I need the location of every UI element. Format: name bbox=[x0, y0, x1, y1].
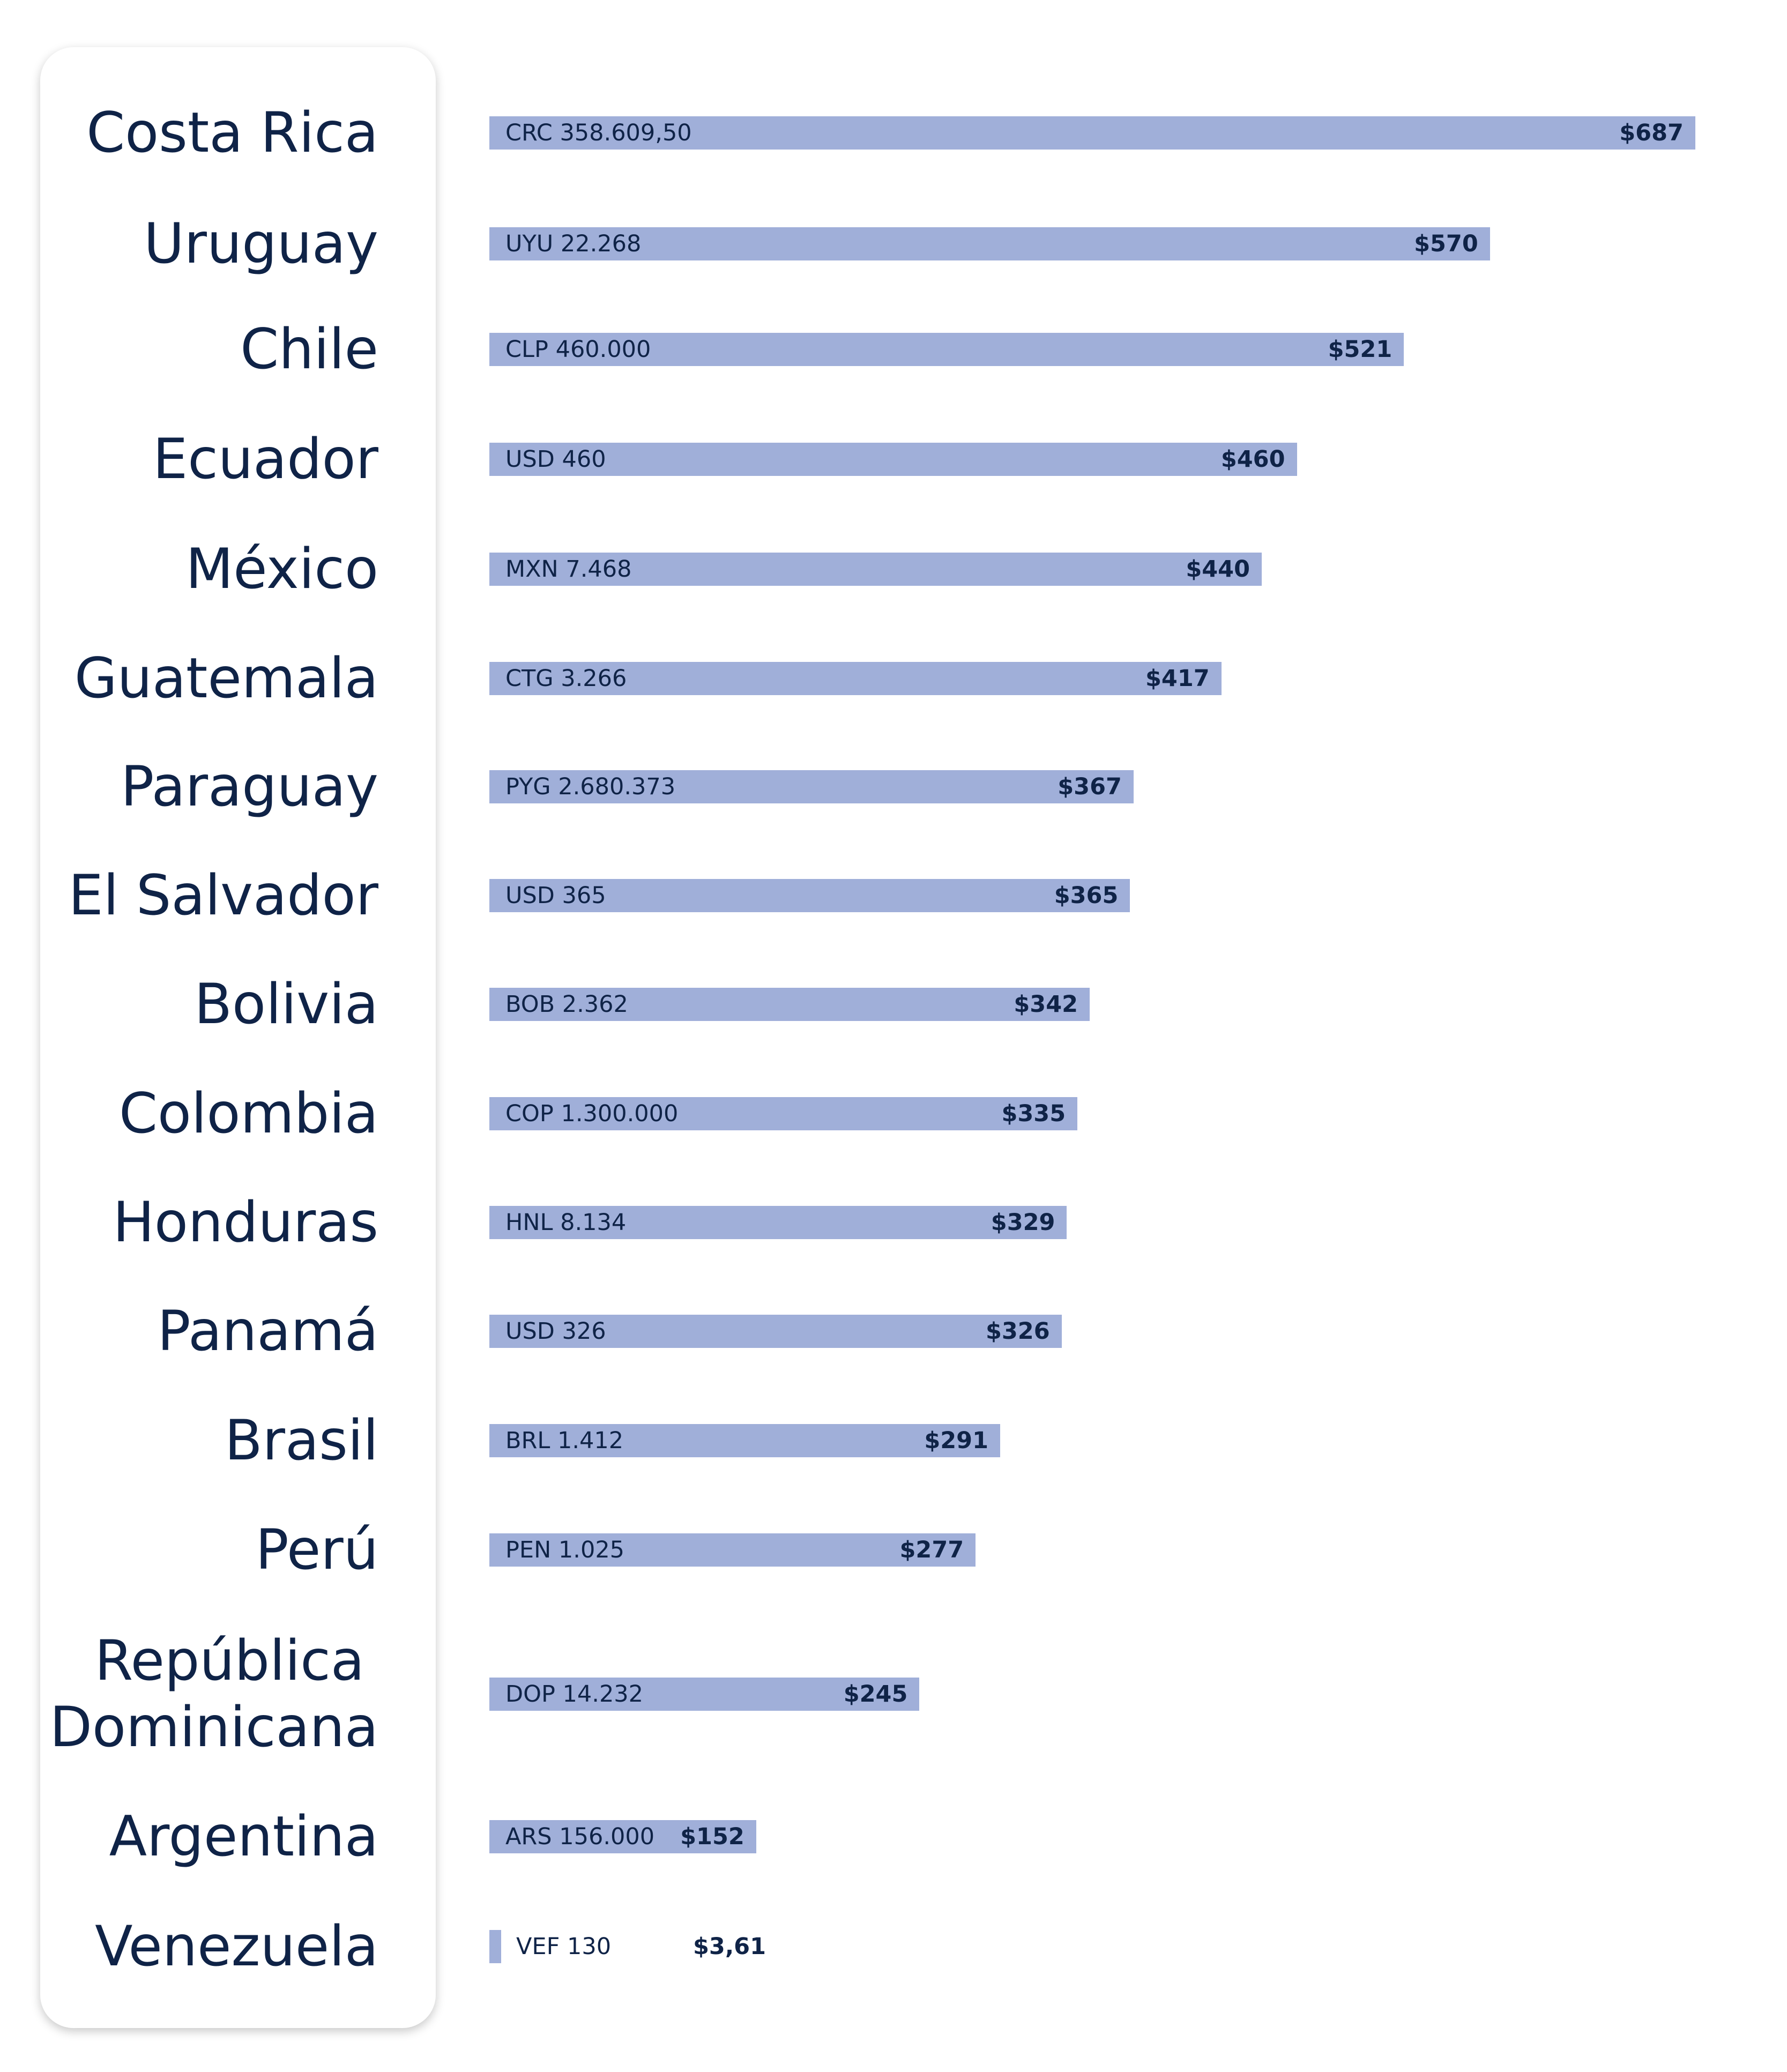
country-label-bolivia: Bolivia bbox=[194, 972, 378, 1037]
usd-value-label-guatemala: $417 bbox=[1145, 665, 1210, 692]
country-label-argentina: Argentina bbox=[109, 1805, 378, 1869]
bar-ecuador bbox=[489, 443, 1297, 476]
usd-value-label-argentina: $152 bbox=[680, 1823, 744, 1850]
usd-value-label-uruguay: $570 bbox=[1414, 230, 1478, 257]
usd-value-label-paraguay: $367 bbox=[1058, 773, 1122, 800]
usd-value-label-costa-rica: $687 bbox=[1619, 120, 1684, 146]
country-label-brasil: Brasil bbox=[224, 1408, 378, 1473]
country-label-costa-rica: Costa Rica bbox=[86, 101, 378, 165]
bar-argentina bbox=[489, 1820, 756, 1853]
country-label-el-salvador: El Salvador bbox=[68, 863, 378, 928]
local-currency-label-mexico: MXN 7.468 bbox=[505, 556, 632, 583]
usd-value-label-el-salvador: $365 bbox=[1054, 882, 1119, 909]
local-currency-label-peru: PEN 1.025 bbox=[505, 1537, 625, 1563]
bar-costa-rica bbox=[489, 116, 1695, 150]
country-label-mexico: México bbox=[185, 537, 378, 601]
usd-value-label-panama: $326 bbox=[985, 1318, 1050, 1345]
local-currency-label-costa-rica: CRC 358.609,50 bbox=[505, 120, 692, 146]
usd-value-label-chile: $521 bbox=[1328, 336, 1393, 363]
local-currency-label-argentina: ARS 156.000 bbox=[505, 1823, 655, 1850]
country-label-uruguay: Uruguay bbox=[144, 212, 378, 276]
local-currency-label-honduras: HNL 8.134 bbox=[505, 1209, 627, 1236]
usd-value-label-honduras: $329 bbox=[991, 1209, 1055, 1236]
local-currency-label-uruguay: UYU 22.268 bbox=[505, 230, 642, 257]
country-label-peru: Perú bbox=[255, 1518, 378, 1582]
usd-value-label-colombia: $335 bbox=[1001, 1100, 1066, 1127]
local-currency-label-paraguay: PYG 2.680.373 bbox=[505, 773, 676, 800]
local-currency-label-bolivia: BOB 2.362 bbox=[505, 991, 628, 1018]
country-label-venezuela: Venezuela bbox=[95, 1914, 378, 1979]
bar-panama bbox=[489, 1315, 1062, 1348]
bar-el-salvador bbox=[489, 879, 1130, 912]
bar-republica-dominicana bbox=[489, 1678, 920, 1711]
country-label-republica-dominicana: República Dominicana bbox=[49, 1629, 378, 1760]
country-label-paraguay: Paraguay bbox=[121, 755, 378, 819]
usd-value-label-mexico: $440 bbox=[1186, 556, 1250, 583]
local-currency-label-ecuador: USD 460 bbox=[505, 446, 606, 473]
bar-colombia bbox=[489, 1097, 1078, 1130]
country-label-panel bbox=[40, 47, 436, 2028]
local-currency-label-chile: CLP 460.000 bbox=[505, 336, 651, 363]
local-currency-label-brasil: BRL 1.412 bbox=[505, 1427, 624, 1454]
local-currency-label-guatemala: CTG 3.266 bbox=[505, 665, 627, 692]
usd-value-label-peru: $277 bbox=[899, 1537, 964, 1563]
local-currency-label-panama: USD 326 bbox=[505, 1318, 606, 1345]
country-label-guatemala: Guatemala bbox=[74, 646, 378, 711]
country-label-honduras: Honduras bbox=[113, 1190, 378, 1255]
country-label-panama: Panamá bbox=[157, 1299, 378, 1363]
local-currency-label-colombia: COP 1.300.000 bbox=[505, 1100, 679, 1127]
local-currency-label-venezuela: VEF 130 bbox=[516, 1933, 612, 1960]
bar-honduras bbox=[489, 1206, 1067, 1239]
country-label-colombia: Colombia bbox=[118, 1082, 378, 1146]
usd-value-label-bolivia: $342 bbox=[1014, 991, 1078, 1018]
local-currency-label-republica-dominicana: DOP 14.232 bbox=[505, 1681, 644, 1708]
bar-paraguay bbox=[489, 770, 1134, 803]
usd-value-label-ecuador: $460 bbox=[1220, 446, 1285, 473]
usd-value-label-venezuela: $3,61 bbox=[693, 1933, 766, 1960]
usd-value-label-brasil: $291 bbox=[924, 1427, 989, 1454]
country-label-chile: Chile bbox=[240, 317, 378, 382]
bar-peru bbox=[489, 1533, 976, 1567]
usd-value-label-republica-dominicana: $245 bbox=[843, 1681, 908, 1708]
local-currency-label-el-salvador: USD 365 bbox=[505, 882, 606, 909]
bar-guatemala bbox=[489, 662, 1222, 695]
country-label-ecuador: Ecuador bbox=[153, 427, 378, 491]
bar-uruguay bbox=[489, 227, 1490, 260]
bar-venezuela bbox=[489, 1930, 501, 1963]
bar-chile bbox=[489, 333, 1404, 366]
bar-bolivia bbox=[489, 988, 1090, 1021]
bar-mexico bbox=[489, 553, 1262, 586]
bar-brasil bbox=[489, 1424, 1001, 1457]
